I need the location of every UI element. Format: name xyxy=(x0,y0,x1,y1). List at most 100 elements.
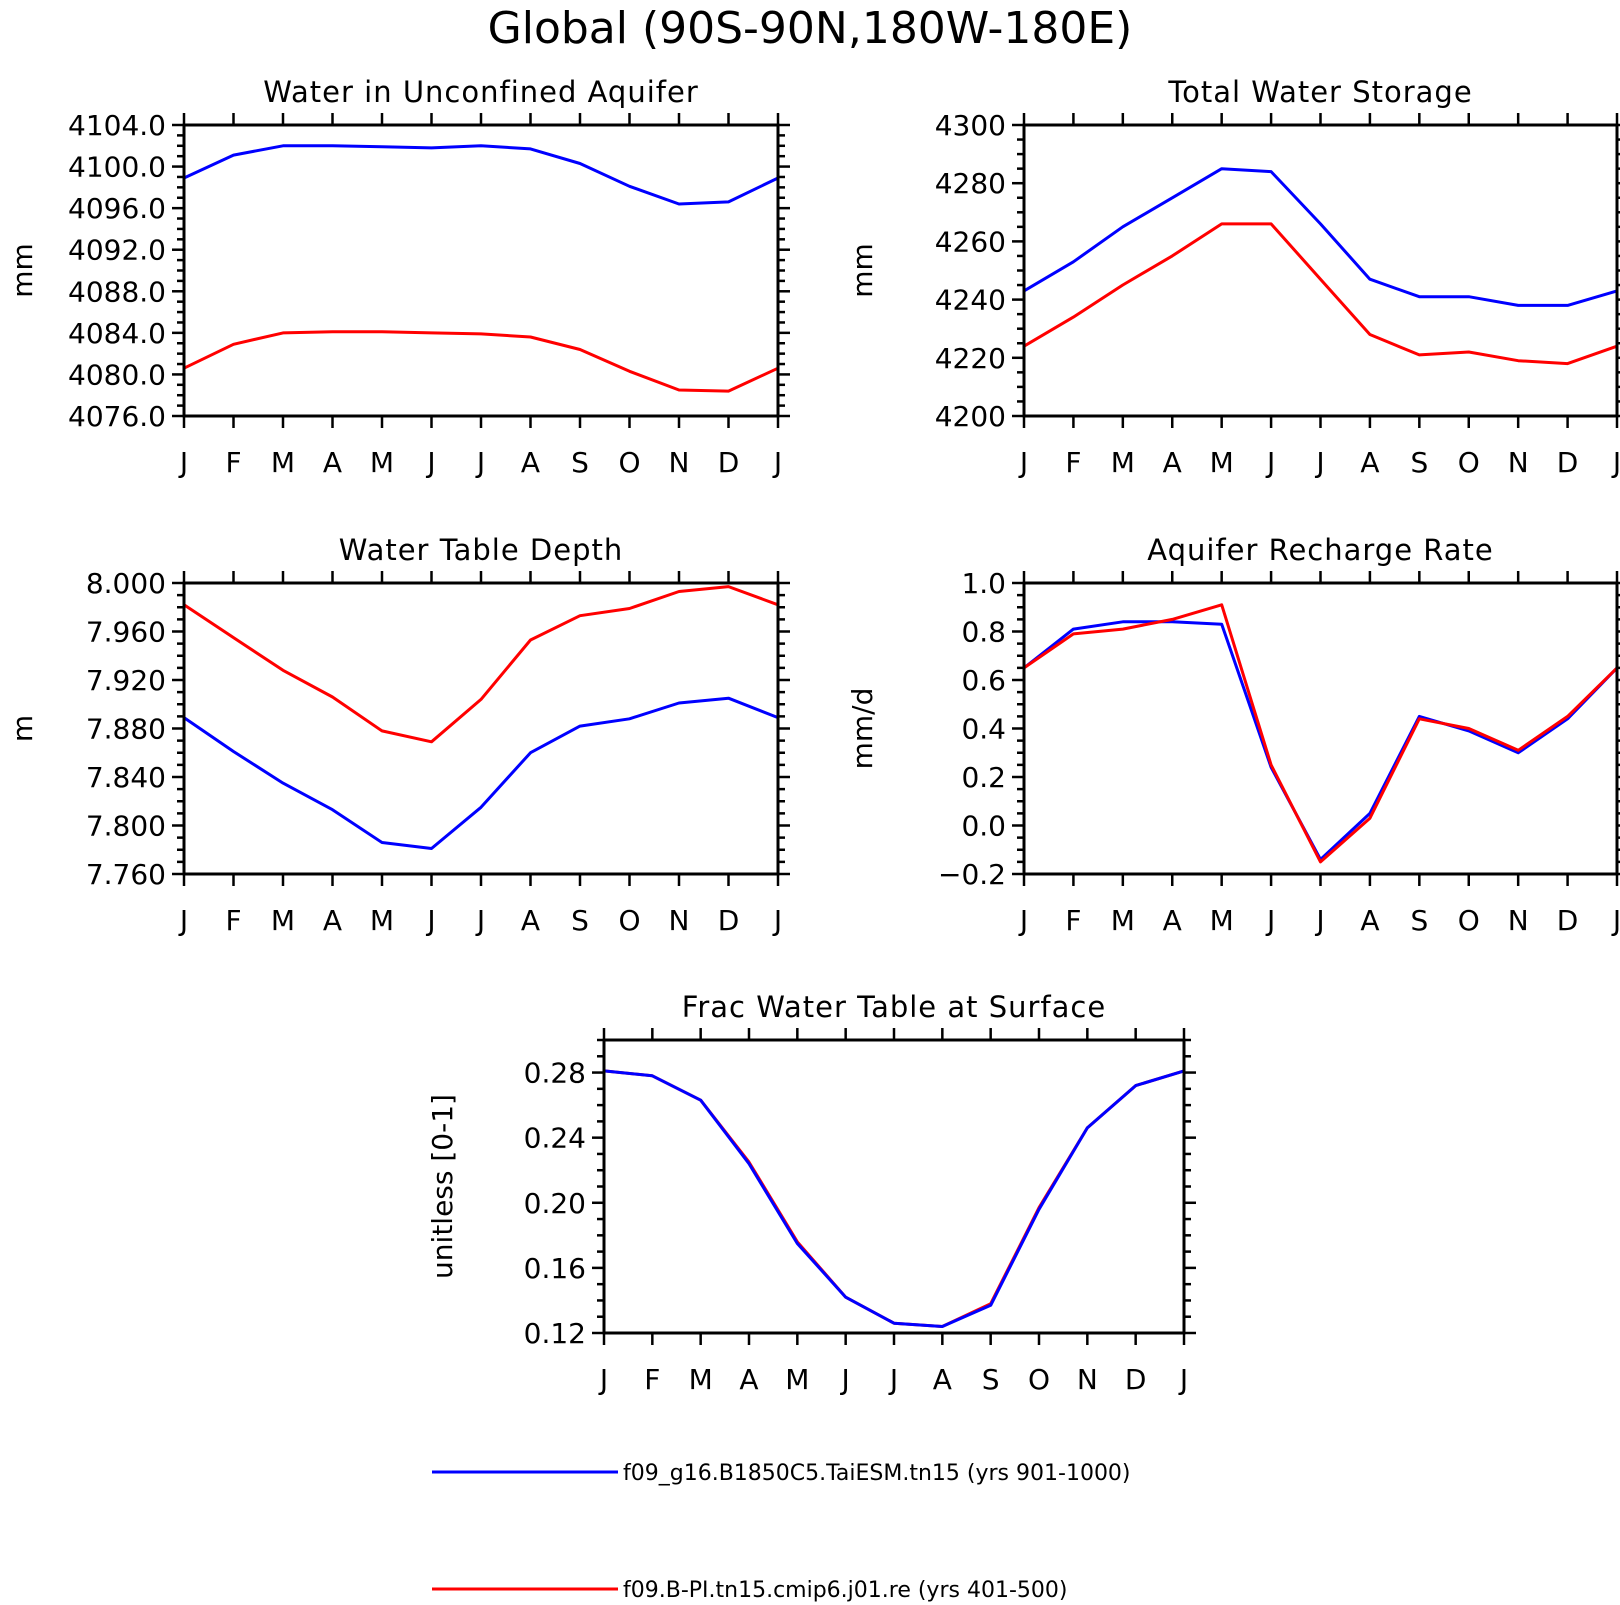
x-tick-label: S xyxy=(982,1363,1000,1396)
aquifer-recharge-rate-ylabel: mm/d xyxy=(846,688,879,770)
x-tick-label: F xyxy=(1065,446,1081,479)
y-tick-label: 0.8 xyxy=(961,616,1006,649)
x-tick-label: J xyxy=(1314,904,1324,937)
total-water-storage-plot-frame xyxy=(1022,123,1619,418)
y-tick-label: 7.920 xyxy=(86,664,166,697)
x-tick-label: J xyxy=(772,904,782,937)
total-water-storage-ylabel: mm xyxy=(846,243,879,298)
y-tick-label: 0.0 xyxy=(961,810,1006,843)
y-tick-label: 4084.0 xyxy=(68,317,166,350)
water-in-unconfined-aquifer-plot-frame xyxy=(182,123,780,418)
x-tick-label: A xyxy=(739,1363,758,1396)
x-tick-label: J xyxy=(425,446,435,479)
frac-water-table-at-surface-title: Frac Water Table at Surface xyxy=(682,990,1106,1024)
y-tick-label: 0.12 xyxy=(524,1317,586,1350)
x-tick-label: O xyxy=(1458,446,1480,479)
frac-water-table-at-surface-panel: Frac Water Table at Surface unitless [0-1… xyxy=(426,990,1196,1396)
x-tick-label: N xyxy=(1508,904,1529,937)
legend-label-1: f09_g16.B1850C5.TaiESM.tn15 (yrs 901-100… xyxy=(623,1461,1131,1486)
x-tick-label: J xyxy=(772,446,782,479)
x-tick-label: J xyxy=(840,1363,850,1396)
y-tick-label: 4200 xyxy=(935,400,1006,433)
x-tick-label: J xyxy=(178,446,188,479)
y-tick-label: 0.6 xyxy=(961,664,1006,697)
y-tick-label: 4260 xyxy=(935,225,1006,258)
water-in-unconfined-aquifer-ylabel: mm xyxy=(6,243,39,298)
x-tick-label: S xyxy=(1410,904,1428,937)
x-tick-label: S xyxy=(571,446,589,479)
x-tick-label: N xyxy=(1077,1363,1098,1396)
y-tick-label: 4280 xyxy=(935,167,1006,200)
aquifer-recharge-rate-plot-frame xyxy=(1022,581,1619,876)
frac-water-table-at-surface-ylabel: unitless [0-1] xyxy=(426,1094,459,1279)
y-tick-label: 7.840 xyxy=(86,761,166,794)
x-tick-label: J xyxy=(888,1363,898,1396)
frac-water-table-at-surface-series-2-line xyxy=(603,1069,1185,1328)
y-tick-label: 7.800 xyxy=(86,810,166,843)
water-in-unconfined-aquifer-title: Water in Unconfined Aquifer xyxy=(263,75,699,109)
y-tick-label: 0.28 xyxy=(524,1057,586,1090)
x-tick-label: D xyxy=(1125,1363,1147,1396)
x-tick-label: D xyxy=(1557,446,1579,479)
x-tick-label: A xyxy=(323,904,342,937)
x-tick-label: M xyxy=(1111,446,1135,479)
x-tick-label: J xyxy=(475,446,485,479)
water-in-unconfined-aquifer-series-2-line xyxy=(183,330,779,393)
y-tick-label: 4088.0 xyxy=(68,275,166,308)
x-tick-label: A xyxy=(1360,446,1379,479)
x-tick-label: M xyxy=(1111,904,1135,937)
y-tick-label: 4080.0 xyxy=(68,358,166,391)
y-tick-label: 7.960 xyxy=(86,616,166,649)
total-water-storage-title: Total Water Storage xyxy=(1167,75,1472,109)
x-tick-label: M xyxy=(785,1363,809,1396)
x-tick-label: J xyxy=(1314,446,1324,479)
y-tick-label: −0.2 xyxy=(938,858,1006,891)
x-tick-label: M xyxy=(370,446,394,479)
x-tick-label: J xyxy=(1178,1363,1188,1396)
x-tick-label: A xyxy=(323,446,342,479)
x-tick-label: J xyxy=(598,1363,608,1396)
x-tick-label: J xyxy=(1611,446,1620,479)
x-tick-label: J xyxy=(1265,446,1275,479)
x-tick-label: D xyxy=(718,446,740,479)
y-tick-label: 4300 xyxy=(935,109,1006,142)
y-tick-label: 4220 xyxy=(935,342,1006,375)
total-water-storage-series-1-line xyxy=(1023,167,1618,307)
aquifer-recharge-rate-series-1-line xyxy=(1023,620,1619,861)
x-tick-label: J xyxy=(475,904,485,937)
x-tick-label: J xyxy=(1018,904,1028,937)
x-tick-label: O xyxy=(1458,904,1480,937)
water-in-unconfined-aquifer-series-1-line xyxy=(183,144,779,206)
x-tick-label: M xyxy=(1210,904,1234,937)
x-tick-label: N xyxy=(669,904,690,937)
x-tick-label: O xyxy=(1028,1363,1050,1396)
aquifer-recharge-rate-title: Aquifer Recharge Rate xyxy=(1147,533,1494,567)
x-tick-label: A xyxy=(521,904,540,937)
x-tick-label: F xyxy=(225,446,241,479)
x-tick-label: O xyxy=(618,904,640,937)
total-water-storage-series-2-line xyxy=(1023,222,1618,366)
figure-title: Global (90S-90N,180W-180E) xyxy=(488,3,1133,54)
water-table-depth-series-2-line xyxy=(183,585,779,744)
x-tick-label: N xyxy=(669,446,690,479)
y-tick-label: 1.0 xyxy=(961,567,1006,600)
y-tick-label: 4076.0 xyxy=(68,400,166,433)
x-tick-label: N xyxy=(1508,446,1529,479)
legend: f09_g16.B1850C5.TaiESM.tn15 (yrs 901-100… xyxy=(432,1461,1131,1603)
x-tick-label: F xyxy=(644,1363,660,1396)
y-tick-label: 0.16 xyxy=(524,1252,586,1285)
x-tick-label: S xyxy=(571,904,589,937)
y-tick-label: 7.760 xyxy=(86,858,166,891)
x-tick-label: A xyxy=(521,446,540,479)
y-tick-label: 7.880 xyxy=(86,713,166,746)
y-tick-label: 0.24 xyxy=(524,1122,586,1155)
x-tick-label: J xyxy=(178,904,188,937)
x-tick-label: J xyxy=(425,904,435,937)
x-tick-label: S xyxy=(1410,446,1428,479)
water-table-depth-title: Water Table Depth xyxy=(339,533,624,567)
